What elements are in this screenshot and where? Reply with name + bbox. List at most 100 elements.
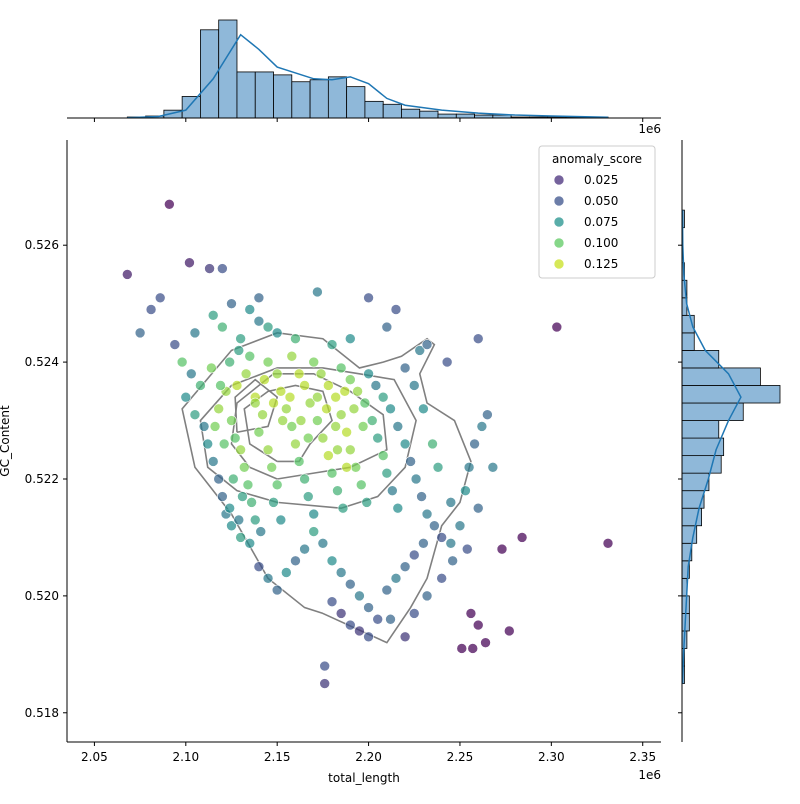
scatter-point: [308, 508, 320, 520]
scatter-point: [213, 473, 224, 485]
kde-contour-line: [234, 378, 279, 434]
scatter-point: [392, 502, 404, 514]
top-hist-bar: [327, 76, 348, 119]
scatter-point: [332, 485, 343, 496]
scatter-point: [195, 380, 206, 391]
scatter-point: [257, 409, 268, 420]
scatter-point: [253, 315, 265, 327]
scatter-point: [185, 368, 197, 380]
scatter-point: [262, 356, 274, 368]
scatter-point: [321, 403, 332, 415]
scatter-point: [344, 619, 356, 631]
x-offset-label: 1e6: [638, 768, 661, 782]
scatter-point: [355, 479, 367, 491]
top-hist-bar: [382, 103, 402, 119]
y-tick-label: 0.526: [25, 238, 59, 252]
scatter-point: [312, 415, 323, 426]
legend-title: anomaly_score: [552, 152, 642, 166]
scatter-point: [207, 310, 219, 321]
x-tick-label: 2.15: [264, 750, 291, 764]
right-hist-bar: [681, 402, 744, 421]
scatter-point: [290, 438, 301, 450]
x-tick-label: 2.10: [172, 750, 199, 764]
scatter-point: [233, 514, 245, 526]
scatter-point: [445, 497, 457, 508]
scatter-point: [427, 438, 438, 450]
scatter-point: [436, 532, 447, 543]
scatter-point: [381, 321, 393, 333]
scatter-point: [341, 462, 352, 473]
top-hist-bar: [309, 79, 329, 119]
scatter-point: [317, 537, 329, 549]
scatter-point: [312, 286, 323, 298]
scatter-point: [268, 397, 279, 409]
scatter-point: [145, 304, 157, 315]
scatter-point: [326, 467, 338, 479]
scatter-point: [363, 631, 374, 643]
scatter-point: [472, 619, 484, 631]
scatter-point: [392, 421, 404, 432]
scatter-point: [348, 403, 360, 415]
scatter-point: [414, 345, 426, 356]
scatter-point: [361, 497, 373, 508]
scatter-point: [217, 491, 228, 502]
legend-marker: [553, 174, 565, 186]
scatter-point: [253, 292, 265, 304]
scatter-point: [326, 596, 338, 608]
scatter-point: [335, 362, 347, 374]
scatter-point: [330, 391, 341, 403]
scatter-point: [253, 561, 265, 572]
scatter-point: [224, 356, 235, 368]
scatter-point: [319, 678, 331, 689]
x-tick-label: 2.30: [538, 750, 565, 764]
scatter-point: [237, 491, 248, 502]
scatter-point: [390, 573, 402, 584]
scatter-point: [271, 479, 283, 491]
scatter-point: [226, 415, 237, 426]
scatter-point: [344, 333, 356, 345]
scatter-point: [323, 450, 334, 461]
scatter-point: [286, 350, 298, 362]
scatter-point: [242, 479, 254, 491]
scatter-point: [405, 456, 416, 467]
scatter-point: [421, 339, 433, 350]
scatter-point: [602, 537, 614, 549]
scatter-point: [277, 415, 288, 426]
right-hist-bar: [681, 490, 705, 509]
scatter-point: [344, 374, 356, 385]
scatter-point: [472, 333, 484, 345]
y-tick-label: 0.518: [25, 706, 59, 720]
scatter-point: [202, 438, 214, 450]
legend-label: 0.050: [584, 194, 618, 208]
legend-label: 0.025: [584, 173, 618, 187]
legend-marker: [553, 237, 565, 249]
scatter-point: [465, 608, 477, 619]
scatter-point: [217, 321, 228, 333]
scatter-point: [363, 368, 374, 380]
scatter-point: [487, 462, 499, 473]
scatter-point: [262, 573, 274, 584]
scatter-point: [399, 438, 411, 450]
scatter-point: [399, 631, 411, 643]
scatter-point: [354, 590, 365, 602]
scatter-point: [244, 350, 256, 362]
scatter-point: [244, 537, 256, 549]
scatter-point: [293, 368, 305, 380]
right-hist-bar: [681, 385, 781, 404]
scatter-point: [399, 561, 411, 572]
scatter-point: [198, 421, 210, 432]
scatter-point: [463, 462, 475, 473]
scatter-point: [312, 391, 323, 403]
top-hist-bar: [455, 113, 475, 119]
scatter-point: [275, 514, 287, 526]
scatter-point: [496, 543, 508, 555]
scatter-point: [482, 409, 493, 420]
top-hist-bar: [346, 86, 366, 119]
scatter-point: [215, 380, 226, 391]
scatter-point: [268, 497, 279, 508]
scatter-point: [372, 432, 384, 444]
top-marginal-histogram: [67, 19, 661, 122]
scatter-point: [206, 362, 217, 374]
scatter-point: [233, 345, 245, 356]
